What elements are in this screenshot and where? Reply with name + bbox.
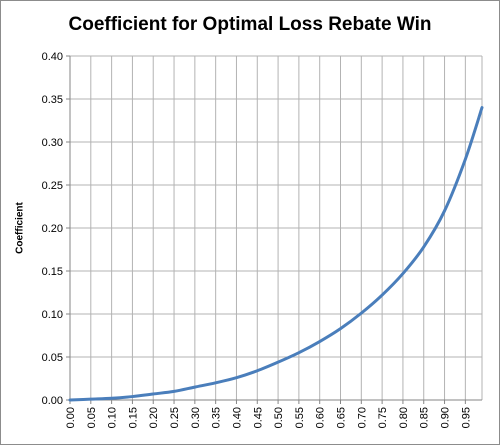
x-tick-label: 0.95	[460, 407, 472, 428]
y-tick-label: 0.25	[42, 180, 63, 192]
x-tick-label: 0.50	[273, 407, 285, 428]
x-tick-label: 0.05	[86, 407, 98, 428]
x-tick-label: 0.65	[336, 407, 348, 428]
y-tick-label: 0.10	[42, 309, 63, 321]
x-tick-label: 0.55	[294, 407, 306, 428]
chart-title: Coefficient for Optimal Loss Rebate Win	[68, 14, 432, 35]
x-tick-label: 0.20	[148, 407, 160, 428]
x-tick-label: 0.60	[315, 407, 327, 428]
x-tick-label: 0.75	[377, 407, 389, 428]
y-tick-label: 0.40	[42, 51, 63, 63]
y-tick-label: 0.05	[42, 352, 63, 364]
x-tick-label: 0.70	[356, 407, 368, 428]
x-tick-label: 0.25	[169, 407, 181, 428]
x-tick-label: 0.90	[440, 407, 452, 428]
y-tick-label: 0.30	[42, 137, 63, 149]
x-tick-label: 0.35	[211, 407, 223, 428]
x-tick-label: 0.45	[252, 407, 264, 428]
x-tick-label: 0.00	[65, 407, 77, 428]
y-tick-label: 0.35	[42, 94, 63, 106]
series-line	[68, 106, 484, 402]
y-tick-label: 0.00	[42, 395, 63, 407]
x-tick-label: 0.30	[190, 407, 202, 428]
y-tick-label: 0.20	[42, 223, 63, 235]
x-tick-label: 0.40	[231, 407, 243, 428]
x-tick-label: 0.85	[419, 407, 431, 428]
x-tick-label: 0.15	[127, 407, 139, 428]
x-tick-label: 0.10	[107, 407, 119, 428]
x-tick-label: 0.80	[398, 407, 410, 428]
y-tick-label: 0.15	[42, 266, 63, 278]
